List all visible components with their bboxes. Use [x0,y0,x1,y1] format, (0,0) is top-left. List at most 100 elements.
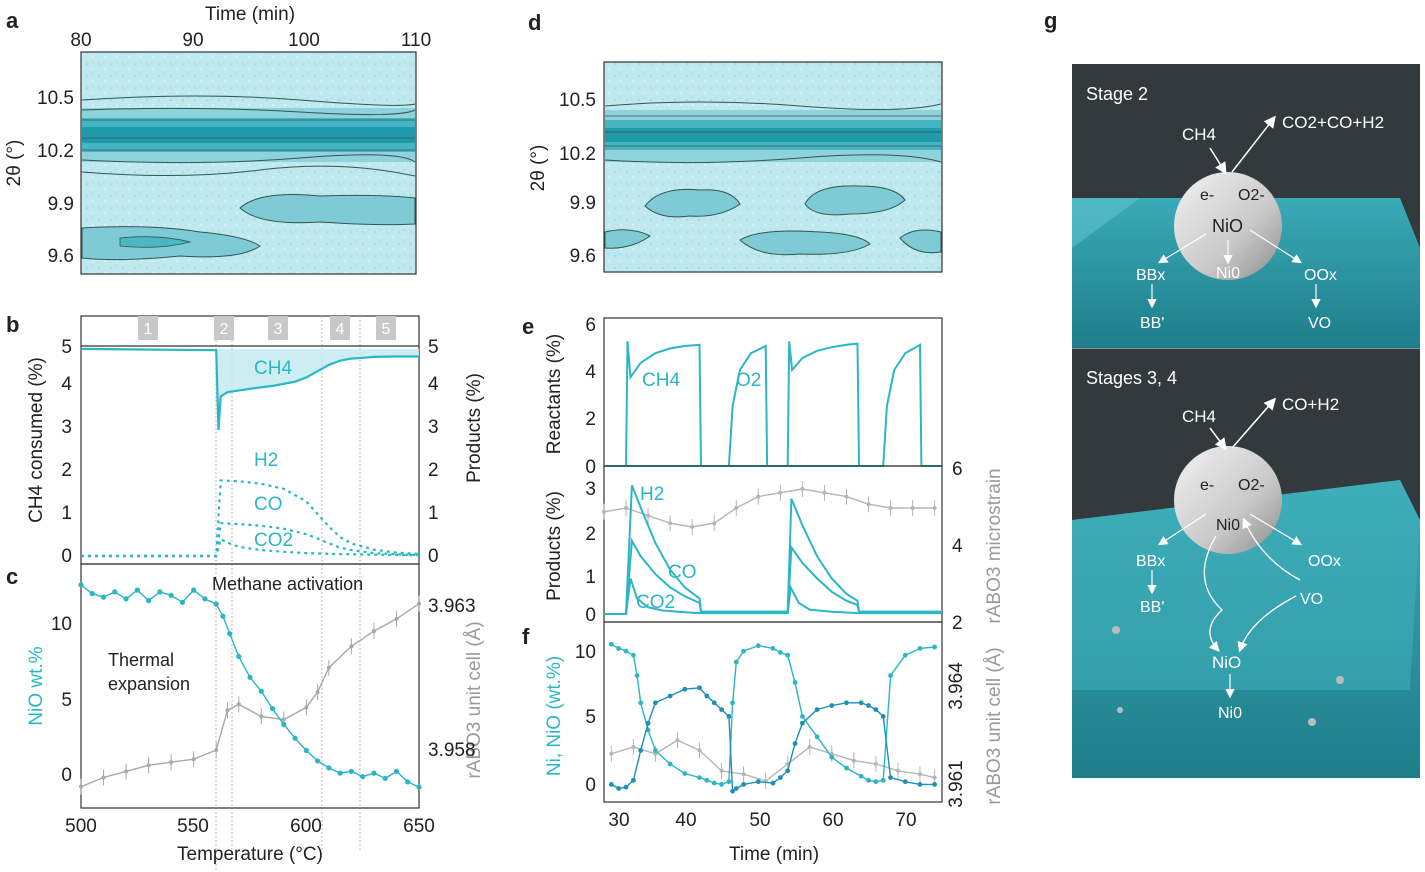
panel-letter-g: g [1044,8,1057,33]
panel-letter-e: e [522,314,534,339]
stages-3-4-bbx-label: BBx [1136,553,1165,570]
panel-b-left-ticks: 0 1 2 3 4 5 [61,337,72,567]
nio-point [292,735,298,741]
tick-label: 500 [65,816,97,837]
ni-point [888,775,893,780]
panel-a-y-tick: 10.5 [37,88,74,109]
ni-point [608,782,614,787]
panel-b-co2-label: CO2 [254,530,293,551]
unit-cell-point [807,745,812,749]
panel-e-ch4-line [604,341,860,467]
tick-label: 3.961 [946,760,967,808]
panel-c-y-right-label: rABO3 unit cell (Å) [464,621,485,778]
tick-label: 1 [61,503,72,524]
tick-label: 4 [428,374,439,395]
panel-d-low-bands [604,229,942,256]
unit-cell-point [917,772,922,777]
unit-cell-point [124,769,129,774]
nio-point [730,700,735,706]
nio-point [682,771,688,776]
nio-point [315,758,321,764]
microstrain-point [712,521,717,526]
unit-cell-point [79,784,83,789]
panel-b-co2-line [81,537,420,558]
panel-e-microstrain-series [602,481,937,535]
panel-letter-d: d [528,10,541,35]
stage-2-electron-label: e- [1200,187,1214,204]
tick-label: 2 [585,409,596,430]
panel-f-unit-cell-series [609,732,937,789]
unit-cell-point [631,745,636,749]
stage-marker-label: 4 [336,321,345,338]
stages-3-4-ch4-label: CH4 [1182,407,1216,426]
stage-2-products-arrow [1231,115,1276,173]
ni-point [616,786,622,791]
ni-point [755,779,761,785]
nio-point [146,598,152,604]
panel-a-y-tick: 9.6 [48,246,74,267]
panel-f-nio-series [608,641,938,787]
panel-f: f Ni, NiO (wt.%) rABO3 unit cell (Å) 0 5… [522,621,1005,865]
stage-marker-label: 1 [144,321,153,338]
nio-point [726,779,732,785]
nio-point [741,648,747,654]
schematic-stages-3-4: Stages 3, 4 CH4 CO+H2 e- O2- Ni0 BBx BB' [1072,368,1420,778]
panel-b-co-label: CO [254,494,283,515]
ni-point [711,700,717,706]
panel-c-nio-series [78,582,422,790]
ni-point [866,703,871,708]
panel-d-main-band [604,101,942,164]
panel-e-o2-label: O2 [736,370,761,391]
nio-point [770,646,776,651]
unit-cell-point [146,763,151,768]
nio-point [888,673,893,678]
tick-label: 2 [585,524,596,545]
tick-label: 2 [61,460,72,481]
nio-point [371,770,377,776]
panel-b-right-ticks: 0 1 2 3 4 5 [428,337,439,567]
tick-label: 1 [428,503,439,524]
panel-f-x-label: Time (min) [729,844,819,865]
panel-a: a Time (min) 80 90 100 110 2θ (°) 10.5 1… [4,4,431,275]
stages-3-4-bb-label: BB' [1140,599,1164,616]
panel-b-h2-label: H2 [254,450,278,471]
nio-point [168,592,174,598]
stages-3-4-nio-particle [1174,446,1282,554]
nio-point [616,646,622,651]
unit-cell-point [236,702,241,707]
panel-b-stage-markers: 1 2 3 4 5 [138,316,396,340]
stage-marker [138,316,158,340]
panel-b-stage-lines [215,316,361,872]
unit-cell-point [653,751,658,756]
tick-label: 3 [428,417,439,438]
nio-point [866,777,871,783]
nio-point [227,631,233,637]
tick-label: 2 [428,460,439,481]
unit-cell-point [697,748,702,753]
panel-e: e CH4 O2 Reactants (%) 0 2 4 6 [522,314,943,478]
stage-2-products-label: CO2+CO+H2 [1282,113,1384,132]
panel-e-y-label: Reactants (%) [544,334,565,454]
tick-label: 50 [749,810,770,831]
panel-c: c Methane activation Thermal expansion N… [6,563,485,865]
panel-a-secondary-band [239,194,416,226]
microstrain-point [602,509,606,514]
nio-point [236,653,242,659]
tick-label: 5 [61,337,72,358]
stages-3-4-products-label: CO+H2 [1282,395,1339,414]
nio-point [799,714,805,719]
panel-a-y-tick: 10.2 [37,141,74,162]
panel-letter-b: b [6,312,19,337]
nio-point [630,652,636,658]
panel-f-frame [603,621,943,803]
tick-label: 600 [290,816,322,837]
nio-point [755,643,761,649]
nio-point [405,779,411,785]
microstrain-point [822,490,827,495]
tick-label: 4 [952,536,963,557]
stage-marker [214,316,234,340]
stages-3-4-ch4-arrow [1209,427,1227,451]
microstrain-point [668,521,673,526]
tick-label: 6 [952,459,963,480]
